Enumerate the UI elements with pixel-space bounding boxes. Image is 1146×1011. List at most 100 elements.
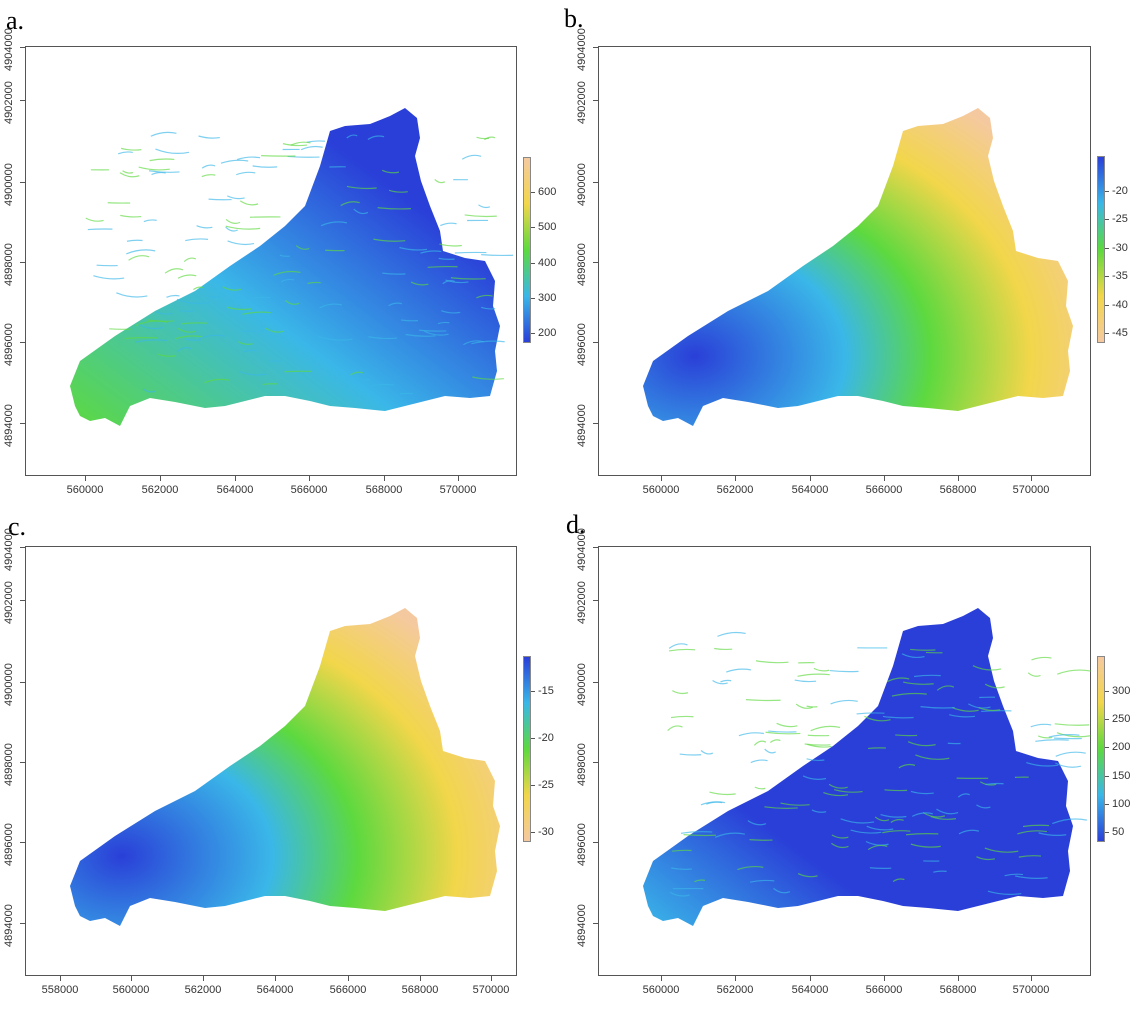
- legend-label: -20: [538, 732, 554, 744]
- y-tick-label: 4896000: [576, 823, 588, 866]
- x-tick-label: 566000: [329, 984, 367, 996]
- y-tick: [20, 547, 25, 548]
- x-tick-label: 570000: [472, 984, 510, 996]
- y-tick-label: 4894000: [3, 904, 15, 947]
- y-tick: [593, 842, 598, 843]
- legend-tick: [1105, 219, 1109, 221]
- y-tick: [20, 842, 25, 843]
- legend-tick: [1105, 747, 1109, 749]
- panel-letter: c.: [8, 512, 27, 541]
- x-tick-label: 564000: [791, 484, 829, 496]
- x-tick: [958, 476, 959, 481]
- legend-tick: [531, 691, 535, 692]
- y-tick: [20, 423, 25, 424]
- x-tick: [810, 476, 811, 481]
- y-tick-label: 4896000: [3, 323, 15, 366]
- legend-tick: [531, 297, 535, 299]
- x-tick-label: 568000: [939, 484, 977, 496]
- x-tick-label: 566000: [865, 984, 903, 996]
- x-tick-label: 570000: [1012, 484, 1050, 496]
- x-tick: [203, 976, 204, 981]
- legend-tick: [531, 785, 535, 786]
- x-tick-label: 566000: [290, 484, 328, 496]
- watershed-map: [643, 608, 1091, 926]
- y-tick: [20, 682, 25, 683]
- y-tick: [593, 547, 598, 548]
- x-tick: [1031, 976, 1032, 981]
- x-tick: [884, 476, 885, 481]
- legend-label: -20: [1112, 185, 1128, 197]
- y-tick-label: 4894000: [576, 904, 588, 947]
- x-tick: [309, 476, 310, 481]
- panel-letter: b.: [564, 4, 584, 33]
- y-tick-label: 4898000: [3, 243, 15, 286]
- y-tick: [20, 762, 25, 763]
- legend-label: 250: [1112, 713, 1131, 726]
- x-tick-label: 562000: [184, 984, 222, 996]
- legend-label: 600: [538, 186, 557, 198]
- x-tick: [735, 476, 736, 481]
- legend-tick: [531, 738, 535, 739]
- panel-letter: a.: [6, 6, 25, 35]
- watershed-map: [70, 608, 500, 926]
- y-tick: [20, 262, 25, 263]
- x-tick-label: 564000: [791, 984, 829, 996]
- x-tick-label: 570000: [439, 484, 477, 496]
- x-tick: [420, 976, 421, 981]
- legend-colorbar: [1097, 156, 1105, 343]
- y-tick-label: 4904000: [3, 28, 15, 71]
- legend-label: -25: [538, 779, 554, 791]
- legend-colorbar: [523, 656, 531, 842]
- y-tick: [20, 342, 25, 343]
- legend-label: 100: [1112, 797, 1131, 810]
- y-tick: [20, 923, 25, 924]
- x-tick: [958, 976, 959, 981]
- legend-label: 400: [538, 256, 557, 269]
- y-tick-label: 4898000: [576, 243, 588, 286]
- y-tick: [593, 342, 598, 343]
- x-tick-label: 560000: [66, 484, 104, 496]
- x-tick: [275, 976, 276, 981]
- legend-tick: [1105, 333, 1109, 334]
- y-tick: [593, 423, 598, 424]
- legend-tick: [1105, 691, 1109, 692]
- legend-label: -35: [1112, 270, 1128, 283]
- x-tick-label: 564000: [256, 984, 294, 996]
- legend-tick: [1105, 719, 1109, 721]
- x-tick: [458, 476, 459, 481]
- legend-label: 200: [538, 327, 557, 339]
- legend-label: -25: [1112, 213, 1128, 226]
- legend-label: -30: [538, 826, 554, 838]
- y-tick-label: 4900000: [576, 163, 588, 206]
- y-tick-label: 4904000: [576, 28, 588, 71]
- x-tick-label: 558000: [41, 984, 79, 996]
- x-tick: [160, 476, 161, 481]
- y-tick-label: 4902000: [576, 581, 588, 624]
- y-tick-label: 4896000: [3, 823, 15, 866]
- legend-label: -15: [538, 685, 554, 697]
- legend-label: 200: [1112, 741, 1131, 754]
- y-tick: [593, 182, 598, 183]
- x-tick: [810, 976, 811, 981]
- legend-tick: [531, 832, 535, 833]
- legend-label: 50: [1112, 826, 1125, 838]
- watershed-raster: [70, 108, 500, 426]
- x-tick: [384, 476, 385, 481]
- watershed-raster: [70, 608, 500, 926]
- y-tick-label: 4902000: [3, 81, 15, 124]
- x-tick-label: 570000: [1012, 984, 1050, 996]
- x-tick: [735, 976, 736, 981]
- y-tick: [20, 47, 25, 48]
- y-tick: [593, 682, 598, 683]
- y-tick: [593, 600, 598, 601]
- y-tick-label: 4900000: [3, 663, 15, 706]
- watershed-map: [70, 108, 514, 426]
- legend-label: -40: [1112, 298, 1128, 311]
- legend-tick: [1105, 803, 1109, 805]
- y-tick: [20, 182, 25, 183]
- legend-label: 300: [1112, 685, 1131, 697]
- y-tick-label: 4900000: [3, 163, 15, 206]
- y-tick: [593, 923, 598, 924]
- legend-tick: [531, 227, 535, 229]
- y-tick-label: 4896000: [576, 323, 588, 366]
